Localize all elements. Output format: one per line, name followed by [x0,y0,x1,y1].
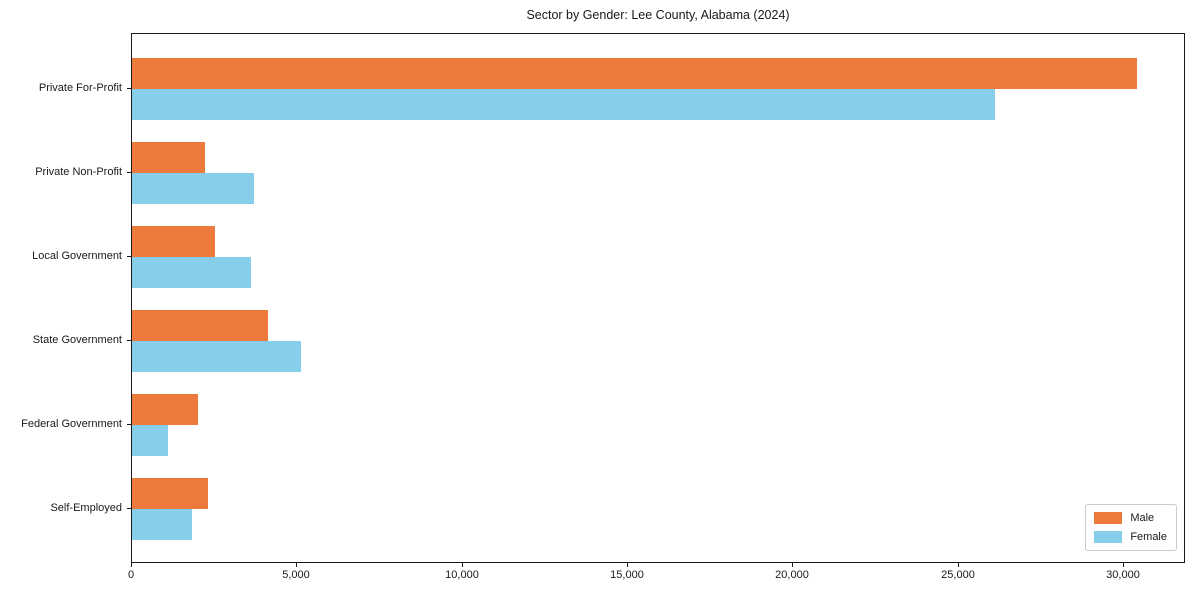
bar-male-state-government [132,310,268,341]
legend-item-female: Female [1094,531,1167,543]
x-tick-mark [1123,563,1124,567]
bar-male-private-non-profit [132,142,205,173]
x-tick-mark [627,563,628,567]
x-tick-mark [296,563,297,567]
x-tick-mark [462,563,463,567]
x-tick-label-10000: 10,000 [445,569,479,581]
bar-female-private-for-profit [132,89,995,120]
bar-male-local-government [132,226,215,257]
y-axis-label-self-employed: Self-Employed [50,502,122,514]
y-axis-label-local-government: Local Government [32,250,122,262]
y-tick-mark [127,508,131,509]
bar-female-private-non-profit [132,173,254,204]
x-tick-label-5000: 5,000 [282,569,310,581]
y-axis-label-private-non-profit: Private Non-Profit [35,166,122,178]
bar-male-private-for-profit [132,58,1137,89]
legend-label-male: Male [1130,512,1155,524]
x-tick-label-15000: 15,000 [610,569,644,581]
x-tick-label-20000: 20,000 [775,569,809,581]
x-tick-label-0: 0 [127,569,135,581]
y-tick-mark [127,172,131,173]
bar-male-self-employed [132,478,208,509]
legend-swatch-male [1094,512,1123,524]
x-tick-label-25000: 25,000 [941,569,975,581]
bar-male-federal-government [132,394,198,425]
legend: Male Female [1085,504,1177,551]
legend-swatch-female [1094,531,1123,543]
bar-female-self-employed [132,509,192,540]
y-axis-label-private-for-profit: Private For-Profit [38,82,122,94]
bar-female-state-government [132,341,301,372]
y-tick-mark [127,424,131,425]
bar-female-federal-government [132,425,168,456]
legend-item-male: Male [1094,512,1167,524]
x-tick-mark [792,563,793,567]
y-tick-mark [127,340,131,341]
legend-label-female: Female [1130,531,1167,543]
x-tick-label-30000: 30,000 [1106,569,1140,581]
chart-title: Sector by Gender: Lee County, Alabama (2… [526,8,790,22]
x-tick-mark [131,563,132,567]
bar-female-local-government [132,257,251,288]
plot-area: Male Female [131,33,1185,563]
y-axis-label-state-government: State Government [32,334,122,346]
y-tick-mark [127,256,131,257]
y-axis-label-federal-government: Federal Government [21,418,122,430]
y-tick-mark [127,88,131,89]
x-tick-mark [958,563,959,567]
